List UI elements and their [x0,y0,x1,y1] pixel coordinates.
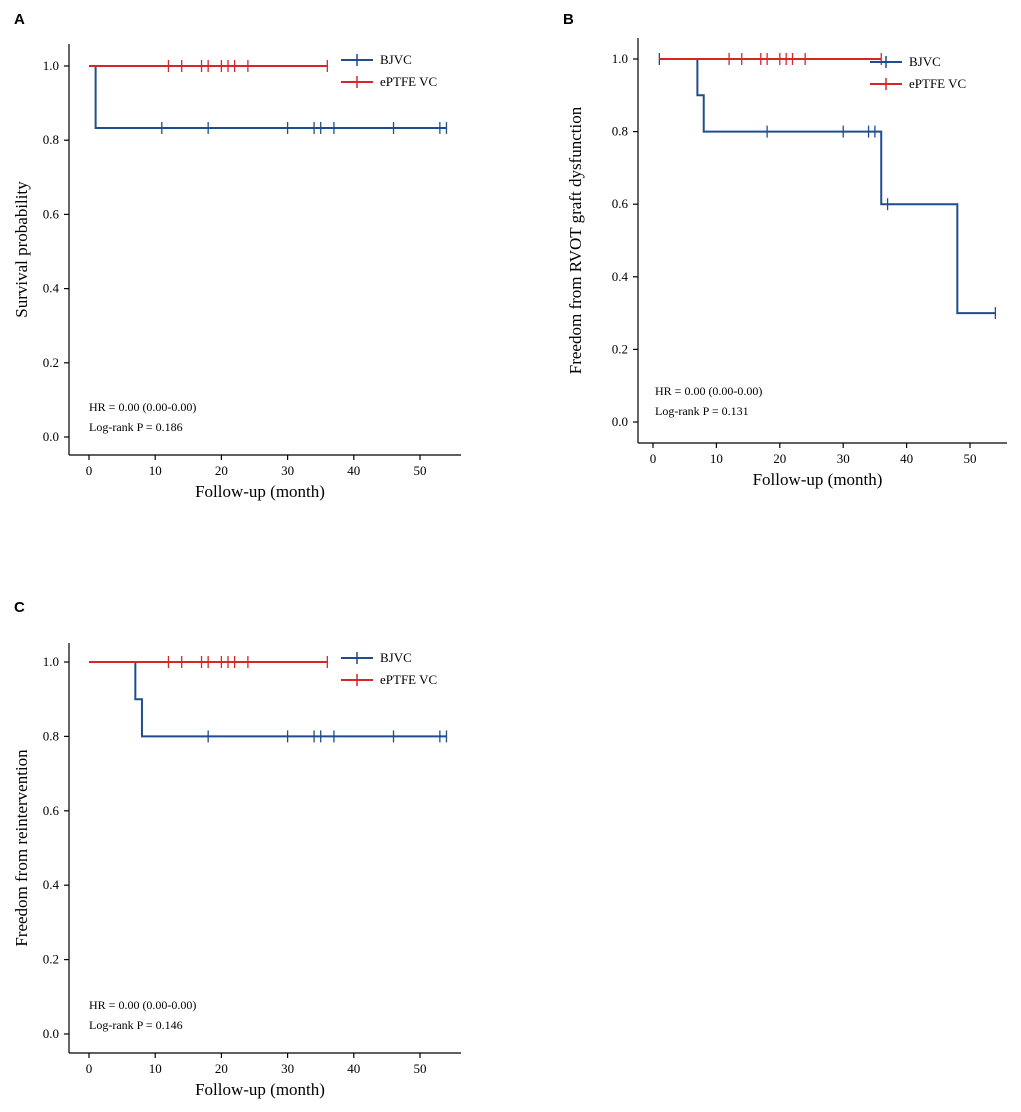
y-axis-title: Freedom from RVOT graft dysfunction [566,106,585,374]
panel-label: B [563,11,574,28]
x-tick-label: 0 [650,451,657,466]
y-axis-title: Survival probability [12,181,31,318]
y-tick-label: 0.2 [43,952,59,967]
x-tick-label: 0 [86,463,93,478]
stat-annotation: HR = 0.00 (0.00-0.00) [89,998,196,1012]
y-tick-label: 0.6 [43,803,60,818]
x-tick-label: 20 [215,463,228,478]
x-axis-title: Follow-up (month) [195,482,325,501]
stat-annotation: HR = 0.00 (0.00-0.00) [655,384,762,398]
y-tick-label: 0.8 [612,124,628,139]
y-tick-label: 0.0 [43,1026,59,1041]
x-tick-label: 0 [86,1061,93,1076]
y-axis-title: Freedom from reintervention [12,749,31,947]
y-tick-label: 0.4 [612,269,629,284]
y-tick-label: 1.0 [43,654,59,669]
y-tick-label: 0.6 [43,206,60,221]
legend-label: BJVC [380,650,412,665]
x-tick-label: 20 [773,451,786,466]
x-tick-label: 40 [900,451,913,466]
y-tick-label: 0.4 [43,281,60,296]
y-tick-label: 0.2 [43,355,59,370]
x-tick-label: 30 [281,1061,294,1076]
legend-label: ePTFE VC [380,74,437,89]
panel-label: C [14,599,25,616]
y-tick-label: 0.0 [612,414,628,429]
x-tick-label: 10 [149,1061,162,1076]
y-tick-label: 0.4 [43,877,60,892]
x-tick-label: 50 [964,451,977,466]
x-tick-label: 30 [837,451,850,466]
x-tick-label: 20 [215,1061,228,1076]
km-curve-bjvc [659,58,996,315]
x-tick-label: 10 [710,451,723,466]
stat-annotation: Log-rank P = 0.186 [89,420,183,434]
y-tick-label: 0.8 [43,728,59,743]
y-tick-label: 0.8 [43,132,59,147]
y-tick-label: 0.2 [612,341,628,356]
x-tick-label: 10 [149,463,162,478]
stat-annotation: HR = 0.00 (0.00-0.00) [89,400,196,414]
stat-annotation: Log-rank P = 0.131 [655,404,749,418]
y-tick-label: 0.0 [43,429,59,444]
x-tick-label: 30 [281,463,294,478]
y-tick-label: 0.6 [612,196,629,211]
legend-label: BJVC [380,52,412,67]
x-tick-label: 50 [414,463,427,478]
legend-label: ePTFE VC [380,672,437,687]
x-tick-label: 40 [347,463,360,478]
x-axis-title: Follow-up (month) [195,1080,325,1099]
x-tick-label: 50 [414,1061,427,1076]
legend-label: BJVC [909,54,941,69]
x-tick-label: 40 [347,1061,360,1076]
chart-panel-a: A 0.0 0.2 0.4 0.6 0.8 1.0 0 10 20 30 40 50 Follow-up … [12,11,461,501]
x-axis-title: Follow-up (month) [753,470,883,489]
y-tick-label: 1.0 [43,58,59,73]
y-tick-label: 1.0 [612,51,628,66]
chart-panel-b: B 0.0 0.2 0.4 0.6 0.8 1.0 0 10 20 30 40 50 Follow-up … [563,11,1007,489]
panel-label: A [14,11,25,28]
chart-panel-c: C 0.0 0.2 0.4 0.6 0.8 1.0 0 10 20 30 40 50 Follow-up … [12,599,461,1099]
stat-annotation: Log-rank P = 0.146 [89,1018,183,1032]
legend-label: ePTFE VC [909,76,966,91]
